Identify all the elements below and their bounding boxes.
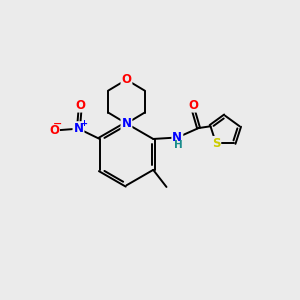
Text: O: O <box>122 73 131 86</box>
Text: O: O <box>188 99 198 112</box>
Text: −: − <box>52 118 62 129</box>
Text: H: H <box>174 140 182 150</box>
Text: O: O <box>75 99 85 112</box>
Text: N: N <box>122 117 131 130</box>
Text: +: + <box>80 119 87 128</box>
Text: O: O <box>49 124 59 136</box>
Text: N: N <box>74 122 83 135</box>
Text: S: S <box>212 137 220 150</box>
Text: N: N <box>172 131 182 144</box>
